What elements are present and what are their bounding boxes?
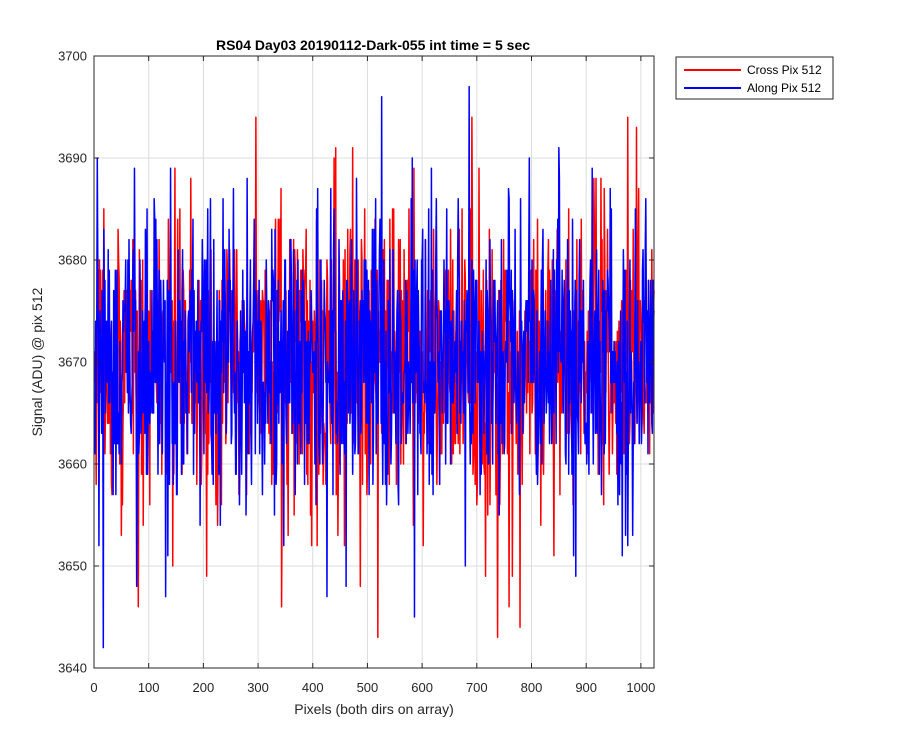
x-tick-label: 700 (466, 680, 488, 695)
y-tick-label: 3690 (58, 151, 87, 166)
y-tick-label: 3700 (58, 49, 87, 64)
y-tick-label: 3680 (58, 253, 87, 268)
x-tick-label: 100 (138, 680, 160, 695)
x-axis-label: Pixels (both dirs on array) (294, 701, 454, 717)
y-tick-label: 3660 (58, 457, 87, 472)
y-axis-label: Signal (ADU) @ pix 512 (29, 287, 45, 436)
x-tick-label: 800 (521, 680, 543, 695)
x-tick-label: 1000 (626, 680, 655, 695)
series-layer (93, 85, 655, 649)
y-tick-label: 3640 (58, 661, 87, 676)
chart-title: RS04 Day03 20190112-Dark-055 int time = … (216, 37, 530, 53)
legend-label-cross: Cross Pix 512 (747, 63, 822, 77)
x-tick-label: 400 (302, 680, 324, 695)
y-tick-label: 3650 (58, 559, 87, 574)
x-tick-label: 300 (247, 680, 269, 695)
series-line-along-pix (93, 85, 655, 649)
x-tick-label: 500 (357, 680, 379, 695)
legend: Cross Pix 512 Along Pix 512 (675, 56, 834, 100)
y-tick-label: 3670 (58, 355, 87, 370)
x-tick-label: 200 (193, 680, 215, 695)
x-tick-label: 900 (575, 680, 597, 695)
x-tick-label: 0 (90, 680, 97, 695)
legend-label-along: Along Pix 512 (747, 81, 821, 95)
tick-layer: 0 100 200 300 400 500 600 700 800 900 1000 3640 3650… (58, 49, 655, 696)
legend-box (675, 56, 834, 100)
x-tick-label: 600 (411, 680, 433, 695)
